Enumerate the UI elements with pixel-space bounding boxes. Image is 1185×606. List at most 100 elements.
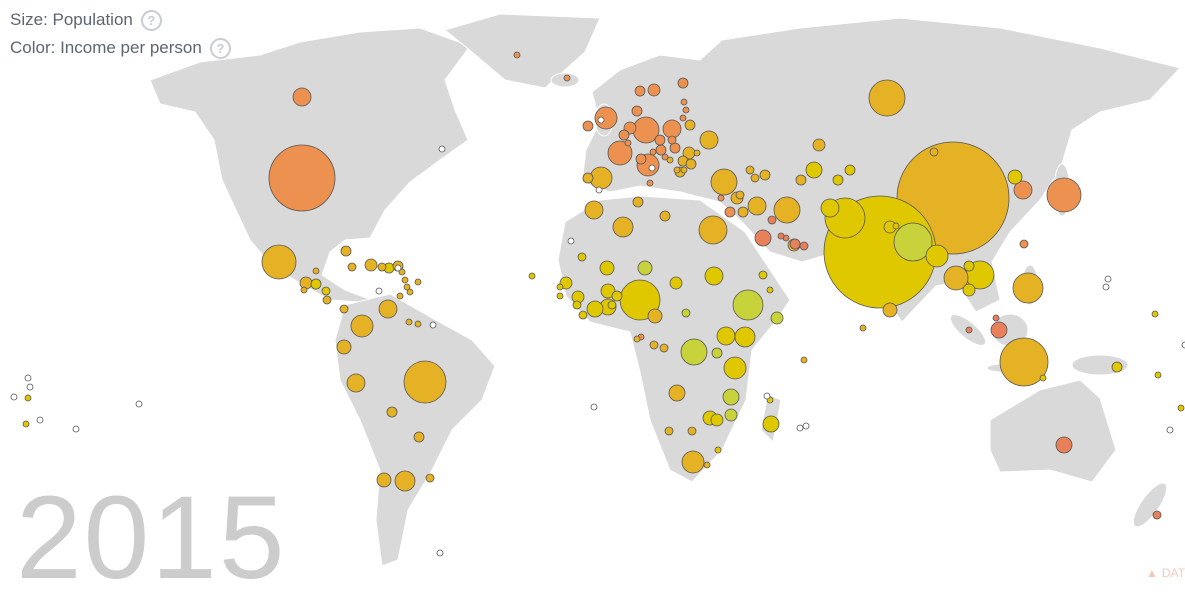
country-bubble[interactable] xyxy=(777,232,785,240)
data-warning[interactable]: ▲ DAT xyxy=(1146,566,1185,580)
country-bubble[interactable] xyxy=(607,140,633,166)
country-bubble[interactable] xyxy=(528,272,536,280)
country-bubble[interactable] xyxy=(805,161,823,179)
country-bubble[interactable] xyxy=(584,200,604,220)
country-bubble[interactable] xyxy=(732,289,764,321)
country-bubble[interactable] xyxy=(795,174,807,186)
country-bubble[interactable] xyxy=(677,77,689,89)
country-bubble[interactable] xyxy=(406,288,414,296)
country-bubble[interactable] xyxy=(892,222,900,230)
country-bubble[interactable] xyxy=(664,426,674,436)
country-bubble[interactable] xyxy=(1013,180,1033,200)
country-bubble[interactable] xyxy=(767,215,777,225)
country-bubble[interactable] xyxy=(766,286,774,294)
country-bubble[interactable] xyxy=(668,384,686,402)
country-bubble[interactable] xyxy=(268,144,336,212)
size-indicator[interactable]: Size: Population ? xyxy=(10,6,231,34)
country-bubble[interactable] xyxy=(1102,283,1110,291)
country-bubble[interactable] xyxy=(398,268,406,276)
country-bubble[interactable] xyxy=(684,119,696,131)
country-bubble[interactable] xyxy=(681,308,691,318)
country-bubble[interactable] xyxy=(556,283,564,291)
country-bubble[interactable] xyxy=(703,461,711,469)
country-bubble[interactable] xyxy=(673,166,681,174)
country-bubble[interactable] xyxy=(687,426,697,436)
country-bubble[interactable] xyxy=(666,156,674,164)
country-bubble[interactable] xyxy=(747,196,767,216)
country-bubble[interactable] xyxy=(72,425,80,433)
country-bubble[interactable] xyxy=(618,129,630,141)
country-bubble[interactable] xyxy=(1166,426,1174,434)
country-bubble[interactable] xyxy=(1039,374,1047,382)
country-bubble[interactable] xyxy=(832,174,844,186)
country-bubble[interactable] xyxy=(882,302,898,318)
country-bubble[interactable] xyxy=(649,148,657,156)
country-bubble[interactable] xyxy=(963,260,975,272)
country-bubble[interactable] xyxy=(698,215,728,245)
country-bubble[interactable] xyxy=(556,292,564,300)
country-bubble[interactable] xyxy=(572,300,582,310)
country-bubble[interactable] xyxy=(24,394,32,402)
country-bubble[interactable] xyxy=(637,260,653,276)
country-bubble[interactable] xyxy=(599,260,615,276)
country-bubble[interactable] xyxy=(386,406,398,418)
country-bubble[interactable] xyxy=(820,198,840,218)
color-indicator[interactable]: Color: Income per person ? xyxy=(10,34,231,62)
country-bubble[interactable] xyxy=(1111,361,1123,373)
country-bubble[interactable] xyxy=(429,321,437,329)
country-bubble[interactable] xyxy=(1154,371,1162,379)
country-bubble[interactable] xyxy=(336,339,352,355)
country-bubble[interactable] xyxy=(1019,239,1029,249)
country-bubble[interactable] xyxy=(681,450,705,474)
country-bubble[interactable] xyxy=(647,83,661,97)
country-bubble[interactable] xyxy=(634,85,646,97)
country-bubble[interactable] xyxy=(378,299,398,319)
country-bubble[interactable] xyxy=(624,139,632,147)
country-bubble[interactable] xyxy=(962,283,976,297)
country-bubble[interactable] xyxy=(685,158,697,170)
country-bubble[interactable] xyxy=(595,186,603,194)
country-bubble[interactable] xyxy=(607,300,617,310)
country-bubble[interactable] xyxy=(394,264,402,272)
country-bubble[interactable] xyxy=(612,216,634,238)
country-bubble[interactable] xyxy=(403,360,447,404)
country-bubble[interactable] xyxy=(261,244,297,280)
country-bubble[interactable] xyxy=(710,168,738,196)
country-bubble[interactable] xyxy=(659,210,671,222)
country-bubble[interactable] xyxy=(396,292,404,300)
country-bubble[interactable] xyxy=(699,130,719,150)
country-bubble[interactable] xyxy=(578,310,588,320)
country-bubble[interactable] xyxy=(724,408,738,422)
country-bubble[interactable] xyxy=(648,164,656,172)
country-bubble[interactable] xyxy=(667,135,677,145)
country-bubble[interactable] xyxy=(24,374,32,382)
country-bubble[interactable] xyxy=(868,79,906,117)
country-bubble[interactable] xyxy=(299,276,313,290)
country-bubble[interactable] xyxy=(347,262,357,272)
country-bubble[interactable] xyxy=(405,318,413,326)
country-bubble[interactable] xyxy=(292,87,312,107)
country-bubble[interactable] xyxy=(754,229,772,247)
country-bubble[interactable] xyxy=(590,403,598,411)
country-bubble[interactable] xyxy=(438,145,446,153)
country-bubble[interactable] xyxy=(1055,436,1073,454)
country-bubble[interactable] xyxy=(632,196,644,208)
country-bubble[interactable] xyxy=(770,311,784,325)
country-bubble[interactable] xyxy=(1177,404,1185,412)
country-bubble[interactable] xyxy=(513,51,521,59)
country-bubble[interactable] xyxy=(679,114,687,122)
country-bubble[interactable] xyxy=(680,98,688,106)
country-bubble[interactable] xyxy=(669,276,683,290)
country-bubble[interactable] xyxy=(789,238,801,250)
country-bubble[interactable] xyxy=(567,237,575,245)
country-bubble[interactable] xyxy=(310,278,322,290)
country-bubble[interactable] xyxy=(1181,341,1185,349)
country-bubble[interactable] xyxy=(597,116,605,124)
country-bubble[interactable] xyxy=(582,172,594,184)
country-bubble[interactable] xyxy=(737,206,749,218)
country-bubble[interactable] xyxy=(414,320,422,328)
country-bubble[interactable] xyxy=(321,286,331,296)
country-bubble[interactable] xyxy=(682,106,690,114)
country-bubble[interactable] xyxy=(1007,169,1023,185)
country-bubble[interactable] xyxy=(745,165,755,175)
